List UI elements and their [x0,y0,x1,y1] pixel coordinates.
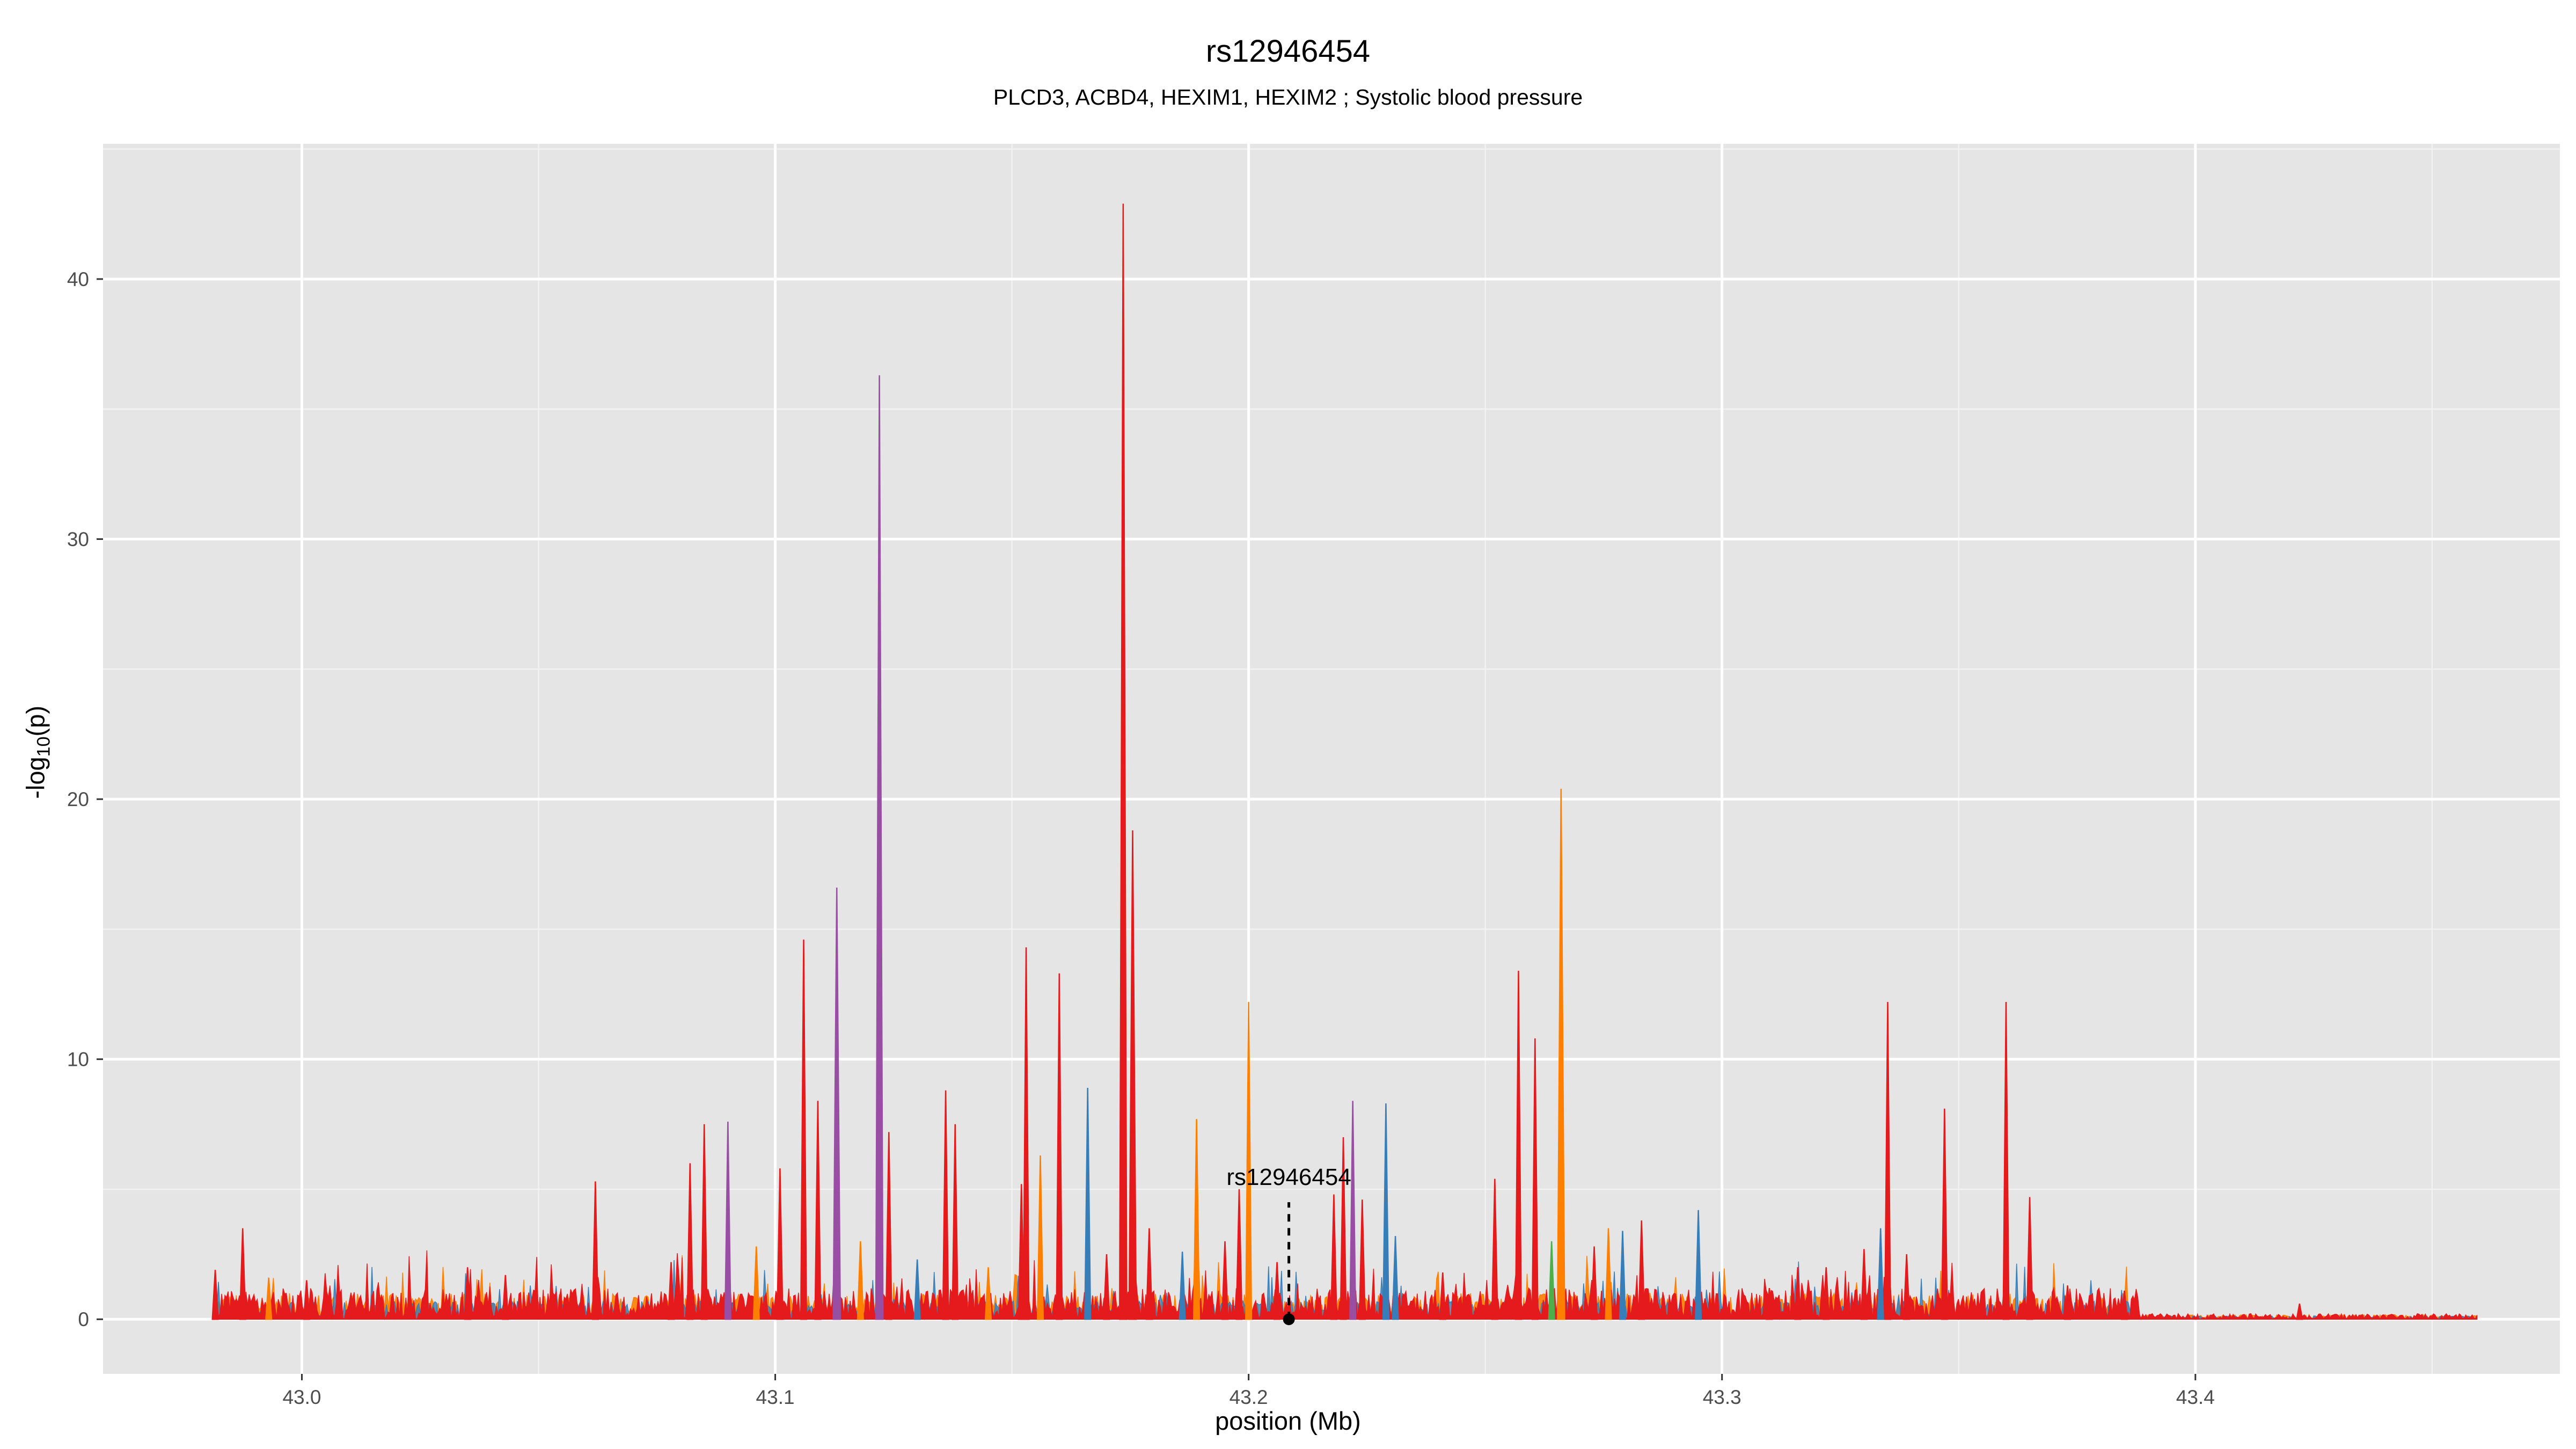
peak-58 [1860,1249,1868,1320]
peak-7 [667,1262,675,1320]
peak-26 [1056,973,1063,1320]
peak-33 [1193,1119,1201,1320]
y-tick-label: 20 [67,788,89,810]
peak-23 [1018,1184,1025,1320]
annotation-point [1283,1313,1295,1326]
peak-56 [1794,1267,1802,1320]
x-tick-label: 43.4 [2176,1386,2215,1408]
peak-66 [2120,1290,2128,1320]
peak-65 [2063,1285,2072,1320]
peak-9 [700,1124,708,1320]
peak-20 [942,1090,949,1320]
x-tick-label: 43.1 [756,1386,795,1408]
peak-6 [591,1181,599,1320]
peak-41 [1358,1199,1366,1320]
peak-42 [1382,1103,1389,1320]
minor-gridlines [103,144,2560,1374]
peak-40 [1349,1101,1357,1320]
peak-16 [857,1241,864,1320]
peak-2 [265,1277,273,1320]
peak-61 [1903,1254,1911,1320]
peak-13 [800,939,808,1320]
x-tick-label: 43.3 [1703,1386,1741,1408]
peak-11 [752,1246,760,1320]
peak-43 [1392,1236,1399,1320]
peak-60 [1884,1002,1892,1320]
peak-32 [1179,1252,1186,1320]
annotation: rs12946454 [1226,1164,1351,1326]
peak-29 [1119,203,1128,1320]
peak-19 [913,1259,921,1320]
peak-21 [952,1124,959,1320]
peak-17 [875,375,884,1320]
peak-28 [1103,1254,1110,1320]
peak-3 [303,1280,310,1320]
peak-10 [724,1121,731,1320]
peak-30 [1128,830,1137,1320]
peak-1 [239,1228,246,1320]
peak-55 [1766,1287,1773,1320]
peak-4 [464,1267,471,1320]
peak-14 [814,1101,822,1320]
peak-38 [1330,1194,1337,1320]
peak-57 [1823,1267,1830,1320]
peak-59 [1877,1228,1884,1320]
peak-47 [1531,1038,1539,1320]
peak-62 [1941,1108,1948,1320]
peak-37 [1273,1262,1281,1320]
peak-5 [502,1275,509,1320]
annotation-label: rs12946454 [1226,1164,1351,1190]
peak-50 [1590,1246,1598,1320]
peak-12 [776,1168,784,1320]
peak-15 [832,887,841,1320]
y-tick-label: 30 [67,529,89,551]
y-axis-ticks: 0 10 20 30 40 [67,268,103,1330]
peak-45 [1491,1179,1498,1320]
peak-64 [2026,1197,2033,1320]
peak-63 [2002,1002,2010,1320]
peak-8 [686,1163,694,1320]
y-tick-label: 40 [67,268,89,290]
peak-25 [1036,1155,1044,1320]
peak-44 [1439,1272,1446,1320]
peak-36 [1245,1002,1253,1320]
peaks-layer [211,203,2303,1320]
peak-54 [1695,1210,1702,1320]
peak-53 [1638,1220,1645,1320]
x-tick-label: 43.2 [1230,1386,1268,1408]
peak-31 [1145,1228,1153,1320]
peak-22 [984,1267,992,1320]
y-tick-label: 0 [78,1308,89,1330]
plot-panel [103,144,2560,1374]
peak-34 [1221,1241,1229,1320]
peak-35 [1235,1189,1243,1320]
peak-27 [1084,1087,1092,1320]
y-tick-label: 10 [67,1049,89,1071]
peak-24 [1022,947,1030,1320]
x-axis-ticks: 43.0 43.1 43.2 43.3 43.4 [282,1374,2215,1408]
x-tick-label: 43.0 [282,1386,321,1408]
peak-49 [1556,788,1565,1320]
peak-39 [1340,1137,1347,1320]
peak-52 [1619,1231,1627,1320]
chart-subtitle: PLCD3, ACBD4, HEXIM1, HEXIM2 ; Systolic … [993,85,1583,109]
peak-48 [1548,1241,1555,1320]
peak-67 [2296,1303,2303,1320]
x-axis-label: position (Mb) [1215,1407,1361,1435]
peak-18 [885,1132,892,1320]
peak-51 [1605,1228,1612,1320]
peak-46 [1514,970,1522,1320]
peak-0 [211,1270,219,1320]
chart-title: rs12946454 [1205,34,1371,69]
